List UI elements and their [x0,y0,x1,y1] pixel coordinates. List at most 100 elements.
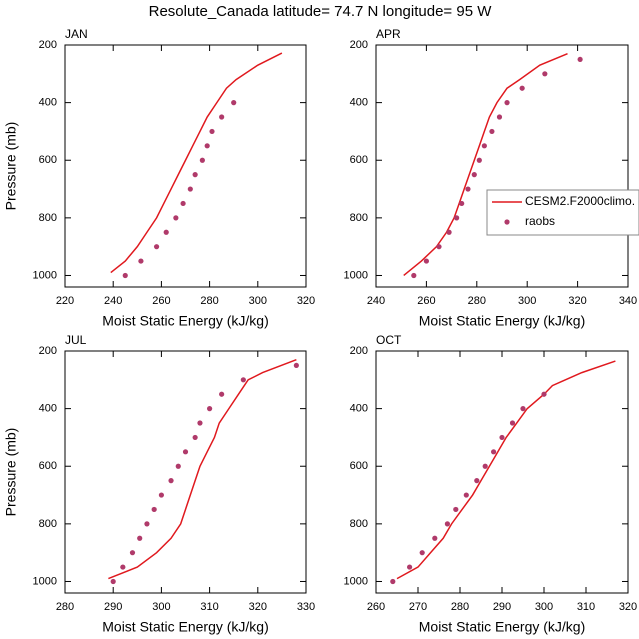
plot-frame [64,44,307,288]
data-point [151,506,157,513]
panel-title: OCT [376,333,402,347]
data-point [122,272,128,279]
x-axis-label: Moist Static Energy (kJ/kg) [102,313,269,329]
data-point [471,172,477,178]
y-tick-label: 1000 [33,575,57,587]
y-tick-label: 200 [39,39,57,51]
data-point [231,100,237,106]
data-point [419,550,425,556]
x-tick-label: 280 [200,295,218,307]
x-tick-label: 270 [409,601,427,613]
x-tick-label: 300 [249,295,267,307]
data-point [541,391,547,397]
data-point [520,406,526,412]
y-tick-label: 400 [39,403,57,415]
data-point [577,56,583,63]
data-point [219,391,225,397]
x-tick-label: 320 [297,295,315,307]
plot-frame [375,350,629,594]
x-tick-label: 300 [535,601,553,613]
y-tick-label: 200 [350,39,368,51]
data-point [459,200,465,207]
x-tick-label: 300 [518,295,536,307]
data-point [192,434,198,441]
legend-box [486,189,639,236]
data-point [489,128,495,135]
x-tick-label: 320 [568,295,586,307]
x-tick-label: 240 [104,295,122,307]
y-tick-label: 200 [350,345,368,357]
data-point [120,564,126,570]
data-point [110,578,116,585]
data-point [411,272,417,279]
data-point [173,215,179,221]
data-point [219,114,225,120]
data-point [240,377,246,383]
panel-title: JAN [65,27,88,41]
data-point [187,186,193,192]
x-tick-label: 310 [577,601,595,613]
y-axis-label: Pressure (mb) [3,122,19,211]
plot-frame [64,350,307,594]
x-tick-label: 280 [451,601,469,613]
panel-title: JUL [65,333,87,347]
y-tick-label: 800 [350,518,368,530]
figure-title: Resolute_Canada latitude= 74.7 N longitu… [149,3,493,20]
data-point [423,258,429,264]
data-point [175,463,181,469]
x-tick-label: 240 [367,295,385,307]
y-tick-label: 600 [350,460,368,472]
x-axis-label: Moist Static Energy (kJ/kg) [102,619,269,635]
data-point [129,550,136,556]
x-tick-label: 330 [297,601,315,613]
data-point [207,406,213,412]
data-point [163,229,169,235]
data-point [293,362,299,369]
x-tick-label: 290 [104,601,122,613]
x-tick-label: 320 [619,601,637,613]
y-tick-label: 400 [39,97,57,109]
data-point [168,478,174,484]
data-point [137,535,143,541]
data-point [509,420,516,426]
x-tick-label: 340 [619,295,637,307]
data-point [153,244,160,250]
y-tick-label: 800 [39,518,57,530]
x-tick-label: 300 [152,601,170,613]
data-point [465,186,471,192]
x-tick-label: 280 [56,601,74,613]
data-point [453,506,459,513]
data-line [110,52,283,274]
y-tick-label: 1000 [33,269,57,281]
data-point [158,492,164,498]
data-point [182,449,189,455]
x-tick-label: 290 [493,601,511,613]
data-point [180,200,186,207]
data-point [476,157,482,163]
data-point [504,100,510,106]
data-point [474,478,480,484]
data-point [542,71,548,77]
legend-label: raobs [525,214,555,228]
data-point [436,244,442,250]
data-line [403,52,568,277]
legend-dot [504,219,510,225]
data-point [197,420,203,426]
x-tick-label: 280 [468,295,486,307]
data-line [396,360,616,580]
x-tick-label: 260 [152,295,170,307]
x-axis-label: Moist Static Energy (kJ/kg) [419,619,586,635]
y-tick-label: 800 [39,212,57,224]
data-point [491,449,497,455]
y-tick-label: 600 [39,460,57,472]
data-point [481,143,487,149]
plot-frame [375,44,629,288]
data-point [463,492,469,498]
x-tick-label: 260 [367,601,385,613]
data-point [444,521,450,527]
x-tick-label: 260 [417,295,435,307]
y-tick-label: 400 [350,403,368,415]
x-tick-label: 310 [200,601,218,613]
x-tick-label: 320 [249,601,267,613]
